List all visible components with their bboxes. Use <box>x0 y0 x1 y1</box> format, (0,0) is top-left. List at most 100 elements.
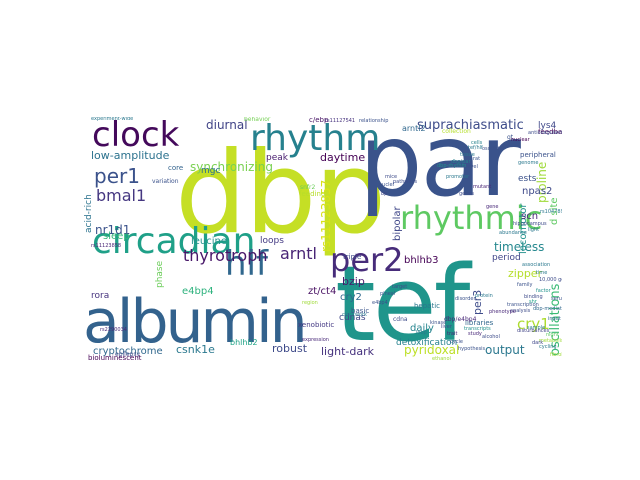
word: zipper <box>508 267 543 280</box>
word: study <box>468 331 482 337</box>
word: shr <box>529 299 537 305</box>
word: ests <box>518 174 537 184</box>
word: pathways <box>393 179 418 185</box>
word: hypothesis <box>458 346 486 352</box>
word: promoter <box>446 174 470 180</box>
word: daily <box>410 323 434 334</box>
word: night <box>546 332 559 338</box>
word: rora <box>91 291 110 301</box>
word: trait <box>447 331 458 337</box>
word: arntl <box>280 244 317 263</box>
word: factor <box>536 288 551 294</box>
word: rhythmic <box>400 199 543 237</box>
word: per2 <box>330 241 404 279</box>
word: dbp <box>175 127 386 259</box>
word: cdnas <box>339 313 366 323</box>
word: region <box>302 300 318 306</box>
word: variation <box>152 178 179 185</box>
word: e4bp4 <box>182 286 214 297</box>
word: clockwork <box>342 312 367 318</box>
word: rat <box>473 156 481 162</box>
word: binding <box>524 294 543 300</box>
word: tef/hlf <box>468 145 483 151</box>
word: relationship <box>359 118 389 124</box>
word: albumin <box>83 287 308 357</box>
word: collection <box>442 128 471 135</box>
word: disturbances <box>517 328 550 334</box>
word: e4bp4 <box>372 300 388 306</box>
word: dbp/e4bp4 <box>444 316 477 323</box>
word: cryptochrome <box>93 346 163 357</box>
word: transcription <box>507 302 539 308</box>
word: liver <box>441 324 452 330</box>
word: triple <box>343 253 362 261</box>
word: dbp/par <box>451 159 471 165</box>
word: sleep <box>103 231 130 242</box>
word: cells <box>471 140 483 146</box>
word: analysis <box>510 308 531 314</box>
word: scn <box>521 211 539 222</box>
word: cycle <box>450 339 463 345</box>
word-cloud: dbp par tef albumin circadian rhythm clo… <box>80 117 562 363</box>
word: epilepsy <box>115 351 141 358</box>
word: mgc <box>201 166 221 176</box>
word: bmal1 <box>96 186 147 205</box>
word: rs2290034 <box>100 327 127 333</box>
word: bioluminescent <box>88 354 142 362</box>
word: target <box>392 284 408 290</box>
word: rs1047891 <box>540 209 562 215</box>
word: nr1d1 <box>95 223 131 237</box>
word: experiment-wide <box>91 117 134 122</box>
word: timeless <box>494 240 545 254</box>
word: dark <box>532 340 544 346</box>
word: metabolism <box>539 338 562 344</box>
word: diurnal <box>206 118 248 132</box>
word: tef <box>335 243 470 363</box>
word: per1 <box>94 164 140 188</box>
word: fibroblasts <box>550 352 562 358</box>
word: daytime <box>320 151 366 164</box>
word: dbp-mediated <box>533 306 562 312</box>
word: clock <box>92 117 180 155</box>
word: cry1 <box>517 315 550 333</box>
word: kinase <box>430 320 447 326</box>
word: mice <box>385 174 398 180</box>
word: anticoagulant <box>528 130 562 136</box>
word: hepatic <box>414 302 441 310</box>
word: cycling <box>539 344 557 350</box>
word: mutant <box>473 184 492 190</box>
word: rs11127541 <box>325 118 356 124</box>
word: rs11123858 <box>91 243 122 249</box>
word: feeding <box>299 190 326 198</box>
word: peak <box>266 153 288 163</box>
word: abundance <box>499 230 527 236</box>
word: xenobiotic <box>298 321 335 329</box>
word: gene <box>486 204 499 210</box>
word: light-dark <box>321 345 374 358</box>
word: c/ebp <box>309 117 329 124</box>
word: serum <box>551 296 562 302</box>
word: hippocampus <box>513 221 547 227</box>
word: synchronizing <box>190 160 273 174</box>
word: circadian <box>92 221 256 262</box>
word: protein <box>475 293 493 299</box>
word: acid-rich <box>84 194 94 233</box>
word: loop <box>416 330 427 336</box>
word: level <box>466 164 478 170</box>
word: family <box>517 282 533 288</box>
word: sample <box>527 325 546 331</box>
word: transcripts <box>464 326 491 332</box>
word: behavior <box>244 117 271 123</box>
word: time <box>536 270 548 276</box>
word: association <box>522 262 551 268</box>
word: phenotype <box>489 309 516 315</box>
word: core <box>168 164 184 172</box>
word: peripheral <box>520 151 556 159</box>
word: suprachiasmatic <box>417 118 524 133</box>
word: bipolar <box>392 206 403 241</box>
word: genome <box>518 160 539 166</box>
word: pineal <box>380 291 396 297</box>
word: detoxification <box>396 338 458 348</box>
word: basic <box>351 307 370 315</box>
word: bhlhb3 <box>404 255 439 266</box>
